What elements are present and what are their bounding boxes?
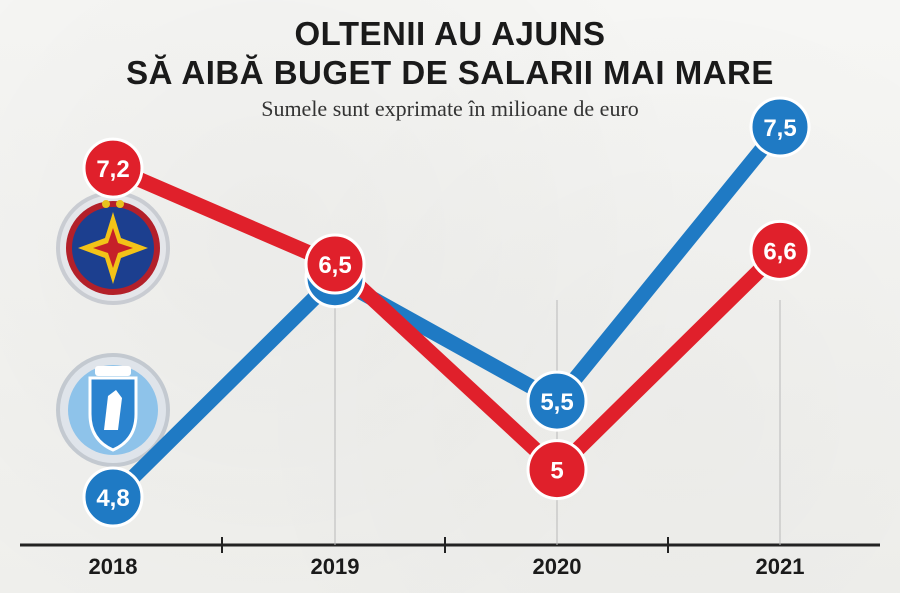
data-point-marker [526,370,588,432]
chart-title-line-1: OLTENII AU AJUNS [294,15,606,52]
data-label: 5 [550,458,563,485]
data-label: 7,2 [96,156,129,183]
data-point-marker [749,219,811,281]
series-line [105,160,788,478]
x-tick-label: 2020 [533,554,582,579]
x-tick-label: 2021 [756,554,805,579]
data-point-marker [82,466,144,528]
data-point-marker [749,96,811,158]
data-label: 5,5 [540,389,573,416]
x-tick-label: 2018 [89,554,138,579]
universitatea-craiova-logo-icon [56,353,170,467]
data-label: 6,5 [318,252,351,279]
chart-subtitle: Sumele sunt exprimate în milioane de eur… [261,96,639,121]
data-point-marker [82,137,144,199]
series-line [105,119,788,505]
data-label: 7,5 [763,115,796,142]
fcsb-logo-icon [56,191,170,305]
data-label: 6,6 [763,238,796,265]
chart-title-line-2: SĂ AIBĂ BUGET DE SALARII MAI MARE [126,54,774,91]
data-point-marker [526,439,588,501]
x-tick-label: 2019 [311,554,360,579]
data-label: 4,8 [96,485,129,512]
data-point-marker [304,233,366,295]
